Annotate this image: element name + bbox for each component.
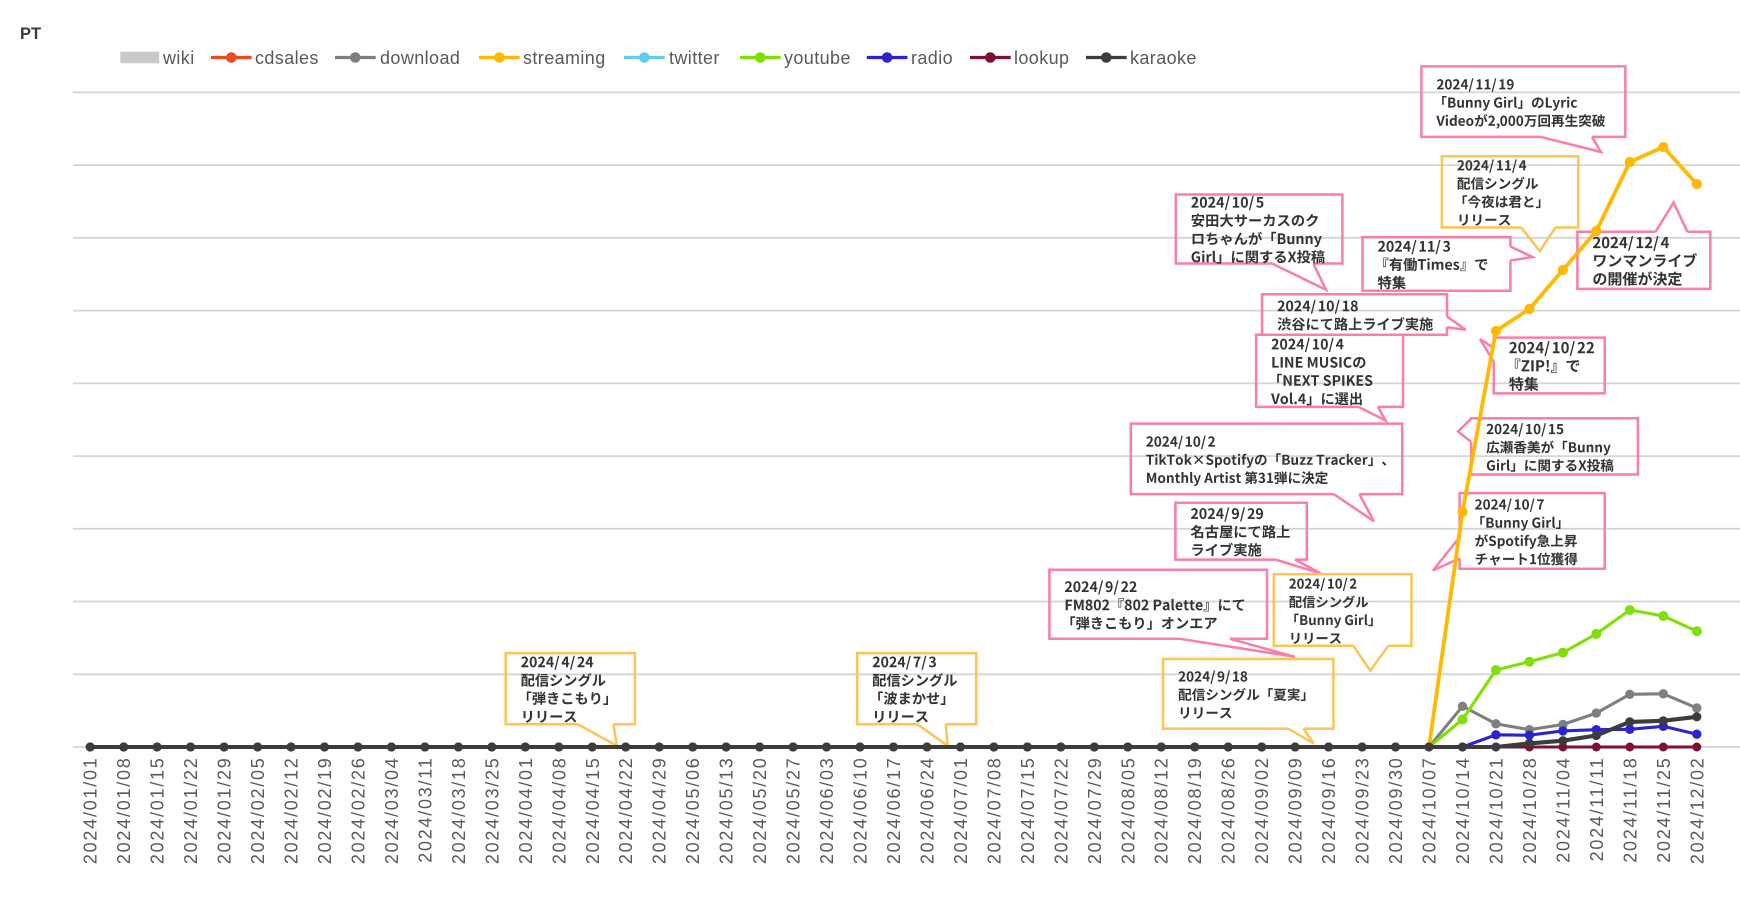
svg-text:2024/08/12: 2024/08/12 <box>1152 757 1172 865</box>
svg-text:2024/07/08: 2024/07/08 <box>984 757 1004 865</box>
svg-text:2024/01/29: 2024/01/29 <box>215 757 235 865</box>
svg-text:2024/04/15: 2024/04/15 <box>583 757 603 865</box>
svg-text:2024/02/12: 2024/02/12 <box>282 757 302 865</box>
svg-text:2024/07/29: 2024/07/29 <box>1085 757 1105 865</box>
svg-text:2024/04/08: 2024/04/08 <box>549 757 569 865</box>
svg-text:streaming: streaming <box>523 48 606 68</box>
svg-text:2024/10/07: 2024/10/07 <box>1420 757 1440 865</box>
svg-text:radio: radio <box>911 48 953 68</box>
svg-text:2024/04/22: 2024/04/22 <box>616 757 636 865</box>
svg-text:2024/01/22: 2024/01/22 <box>181 757 201 865</box>
svg-text:2024/07/01: 2024/07/01 <box>951 757 971 865</box>
svg-text:youtube: youtube <box>784 48 851 68</box>
svg-text:2024/05/27: 2024/05/27 <box>784 757 804 865</box>
svg-text:2024/06/24: 2024/06/24 <box>918 757 938 865</box>
svg-text:PT: PT <box>20 25 41 43</box>
svg-text:2024/06/10: 2024/06/10 <box>851 757 871 865</box>
svg-text:2024/11/04: 2024/11/04 <box>1553 757 1573 863</box>
svg-text:karaoke: karaoke <box>1130 48 1197 68</box>
svg-text:2024/04/29: 2024/04/29 <box>650 757 670 865</box>
svg-text:2024/03/18: 2024/03/18 <box>449 757 469 865</box>
svg-text:2024/02/19: 2024/02/19 <box>315 757 335 865</box>
svg-text:2024/09/23: 2024/09/23 <box>1353 757 1373 865</box>
svg-text:2024/05/13: 2024/05/13 <box>717 757 737 865</box>
svg-text:2024/08/26: 2024/08/26 <box>1219 757 1239 865</box>
svg-text:2024/09/16: 2024/09/16 <box>1319 757 1339 865</box>
svg-text:2024/07/22: 2024/07/22 <box>1051 757 1071 865</box>
svg-text:twitter: twitter <box>669 48 720 68</box>
svg-text:2024/09/02: 2024/09/02 <box>1252 757 1272 865</box>
svg-text:2024/09/09: 2024/09/09 <box>1286 757 1306 865</box>
svg-text:2024/05/06: 2024/05/06 <box>683 757 703 865</box>
svg-text:wiki: wiki <box>162 48 195 68</box>
svg-text:2024/03/04: 2024/03/04 <box>382 757 402 865</box>
svg-text:cdsales: cdsales <box>255 48 319 68</box>
svg-text:2024/11/18: 2024/11/18 <box>1620 757 1640 863</box>
svg-text:2024/11/25: 2024/11/25 <box>1654 757 1674 863</box>
svg-text:2024/03/25: 2024/03/25 <box>482 757 502 865</box>
svg-text:2024/08/05: 2024/08/05 <box>1118 757 1138 865</box>
svg-text:2024/02/26: 2024/02/26 <box>349 757 369 865</box>
svg-text:lookup: lookup <box>1014 48 1069 68</box>
svg-text:2024/10/21: 2024/10/21 <box>1486 757 1506 865</box>
svg-text:download: download <box>380 48 460 68</box>
svg-text:2024/06/03: 2024/06/03 <box>817 757 837 865</box>
svg-text:2024/01/08: 2024/01/08 <box>114 757 134 865</box>
svg-text:2024/06/17: 2024/06/17 <box>884 757 904 865</box>
svg-text:2024/08/19: 2024/08/19 <box>1185 757 1205 865</box>
svg-text:2024/07/15: 2024/07/15 <box>1018 757 1038 865</box>
svg-text:2024/10/28: 2024/10/28 <box>1520 757 1540 865</box>
svg-text:2024/01/15: 2024/01/15 <box>148 757 168 865</box>
svg-text:2024/05/20: 2024/05/20 <box>750 757 770 865</box>
svg-text:2024/10/14: 2024/10/14 <box>1453 757 1473 865</box>
svg-text:2024/04/01: 2024/04/01 <box>516 757 536 865</box>
svg-text:2024/12/02: 2024/12/02 <box>1687 757 1707 865</box>
svg-text:2024/02/05: 2024/02/05 <box>248 757 268 865</box>
svg-text:2024/09/30: 2024/09/30 <box>1386 757 1406 865</box>
svg-text:2024/03/11: 2024/03/11 <box>415 757 435 863</box>
svg-text:2024/11/11: 2024/11/11 <box>1587 757 1607 862</box>
svg-text:2024/01/01: 2024/01/01 <box>81 757 101 865</box>
